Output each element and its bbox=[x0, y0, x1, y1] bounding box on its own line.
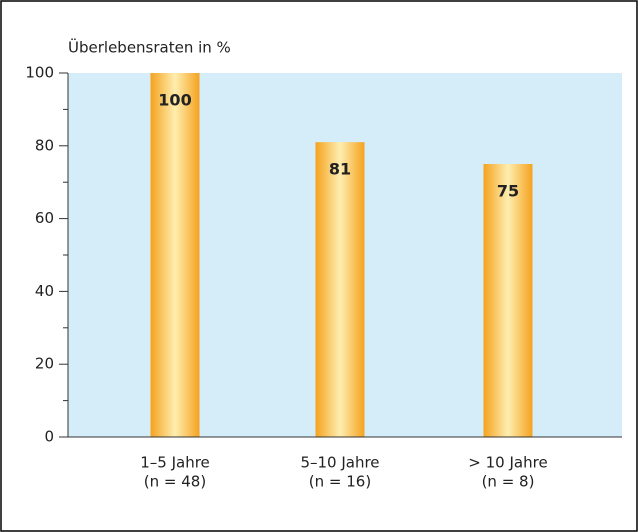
x-tick-note: (n = 8) bbox=[482, 473, 535, 491]
y-tick-label: 0 bbox=[44, 428, 54, 446]
bar bbox=[315, 142, 365, 437]
y-tick-label: 40 bbox=[35, 282, 54, 300]
y-tick-label: 100 bbox=[25, 64, 54, 82]
y-tick-label: 80 bbox=[35, 136, 54, 154]
y-tick-label: 60 bbox=[35, 209, 54, 227]
x-tick-note: (n = 48) bbox=[144, 473, 206, 491]
value-label: 75 bbox=[497, 182, 519, 201]
x-tick-note: (n = 16) bbox=[309, 473, 371, 491]
y-tick-label: 20 bbox=[35, 355, 54, 373]
value-label: 81 bbox=[329, 160, 351, 179]
value-label: 100 bbox=[158, 91, 191, 110]
bar bbox=[150, 73, 200, 437]
x-tick-label: 1–5 Jahre bbox=[140, 454, 210, 472]
y-axis-label: Überlebensraten in % bbox=[68, 38, 231, 57]
x-tick-label: > 10 Jahre bbox=[468, 454, 547, 472]
x-tick-label: 5–10 Jahre bbox=[300, 454, 379, 472]
bar bbox=[483, 164, 533, 437]
